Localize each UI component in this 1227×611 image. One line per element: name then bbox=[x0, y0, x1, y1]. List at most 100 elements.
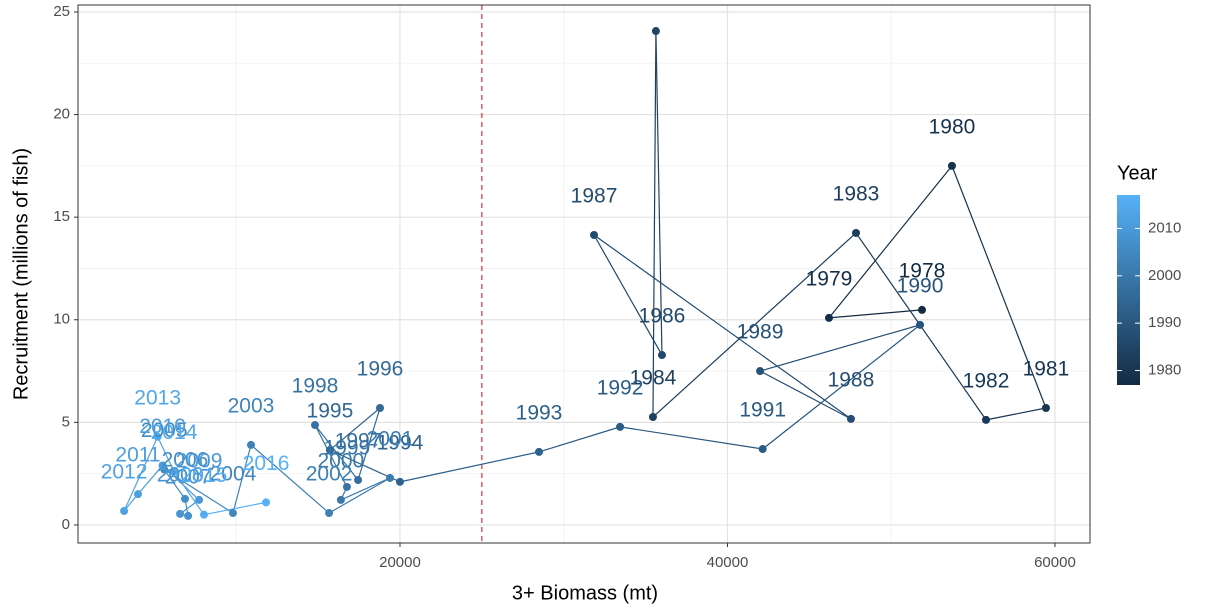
legend-title: Year bbox=[1117, 162, 1158, 184]
path-segment bbox=[163, 469, 186, 500]
path-segment bbox=[985, 407, 1047, 421]
path-segment bbox=[538, 426, 621, 453]
point bbox=[616, 422, 625, 431]
path-segment bbox=[314, 424, 359, 481]
point-label: 2001 bbox=[367, 428, 414, 451]
y-tick-label: 15 bbox=[53, 208, 70, 225]
path-segment bbox=[399, 451, 540, 483]
point-label: 2010 bbox=[139, 415, 186, 438]
point bbox=[199, 510, 208, 519]
x-axis-title: 3+ Biomass (mt) bbox=[512, 582, 658, 604]
path-segment bbox=[123, 436, 159, 512]
path-segment bbox=[173, 471, 205, 516]
point bbox=[180, 494, 189, 503]
point-label: 1992 bbox=[597, 376, 644, 399]
point-label: 1996 bbox=[357, 358, 404, 381]
point bbox=[395, 477, 404, 486]
x-tick-label: 60000 bbox=[1034, 554, 1076, 571]
point bbox=[184, 511, 193, 520]
point-label: 2008 bbox=[157, 463, 204, 486]
y-tick-label: 5 bbox=[62, 413, 70, 430]
legend-label: 2000 bbox=[1148, 267, 1181, 284]
path-segment bbox=[652, 31, 657, 418]
path-segment bbox=[951, 165, 1047, 409]
point-label: 1986 bbox=[639, 305, 686, 328]
plot-background bbox=[78, 5, 1090, 543]
point bbox=[325, 509, 334, 518]
point bbox=[947, 161, 956, 170]
point bbox=[824, 313, 833, 322]
x-tick-label: 40000 bbox=[707, 554, 749, 571]
point bbox=[354, 476, 363, 485]
path-segment bbox=[162, 465, 200, 501]
path-segment bbox=[328, 477, 391, 514]
point-label: 1982 bbox=[963, 369, 1010, 392]
point bbox=[262, 498, 271, 507]
point-label: 2012 bbox=[101, 461, 148, 484]
path-segment bbox=[619, 426, 763, 450]
plot-border bbox=[77, 4, 1091, 544]
point bbox=[342, 482, 351, 491]
path-segment bbox=[157, 436, 175, 472]
point bbox=[756, 367, 765, 376]
y-axis-title: Recruitment (millions of fish) bbox=[10, 148, 32, 400]
point bbox=[170, 467, 179, 476]
point bbox=[917, 305, 926, 314]
path-segment bbox=[828, 165, 953, 319]
legend-label: 2010 bbox=[1148, 219, 1181, 236]
path-segment bbox=[250, 444, 330, 514]
point bbox=[246, 440, 255, 449]
point-label: 2005 bbox=[141, 419, 188, 442]
point-label: 2009 bbox=[176, 449, 223, 472]
point bbox=[336, 495, 345, 504]
point-label: 1979 bbox=[806, 267, 853, 290]
point bbox=[982, 415, 991, 424]
point-label: 1980 bbox=[929, 115, 976, 138]
point-label: 1983 bbox=[833, 183, 880, 206]
legend-label: 1990 bbox=[1148, 314, 1181, 331]
point-label: 1978 bbox=[899, 259, 946, 282]
path-segment bbox=[655, 31, 663, 356]
point bbox=[228, 509, 237, 518]
point bbox=[846, 414, 855, 423]
point bbox=[535, 447, 544, 456]
point bbox=[1041, 403, 1050, 412]
point bbox=[153, 432, 162, 441]
point-label: 2011 bbox=[115, 444, 160, 467]
point-label: 1991 bbox=[739, 399, 786, 422]
point-label: 1984 bbox=[630, 367, 677, 390]
point bbox=[120, 506, 129, 515]
y-tick-label: 10 bbox=[53, 311, 70, 328]
path-segment bbox=[357, 407, 381, 481]
point bbox=[648, 413, 657, 422]
path-segment bbox=[137, 465, 164, 495]
point-label: 2004 bbox=[210, 463, 257, 486]
point-label: 1995 bbox=[307, 400, 354, 423]
point-label: 2000 bbox=[318, 449, 365, 472]
path-segment bbox=[329, 407, 381, 451]
x-tick-label: 20000 bbox=[379, 554, 421, 571]
point bbox=[176, 509, 185, 518]
legend-label: 1980 bbox=[1148, 361, 1181, 378]
point-label: 2003 bbox=[228, 394, 275, 417]
point-label: 1997 bbox=[335, 430, 382, 453]
point bbox=[195, 495, 204, 504]
colorbar bbox=[1117, 195, 1140, 385]
point-label: 1987 bbox=[571, 185, 618, 208]
y-tick-label: 20 bbox=[53, 106, 70, 123]
path-segment bbox=[759, 324, 921, 372]
point-label: 2013 bbox=[134, 386, 181, 409]
point bbox=[133, 490, 142, 499]
point-label: 1999 bbox=[324, 437, 371, 460]
point bbox=[590, 231, 599, 240]
point-label: 2015 bbox=[181, 464, 228, 487]
path-segment bbox=[652, 232, 857, 418]
point bbox=[385, 473, 394, 482]
point-label: 1990 bbox=[897, 274, 944, 297]
path-segment bbox=[759, 370, 852, 420]
point-label: 1989 bbox=[737, 321, 784, 344]
point bbox=[325, 446, 334, 455]
path-segment bbox=[314, 424, 348, 488]
